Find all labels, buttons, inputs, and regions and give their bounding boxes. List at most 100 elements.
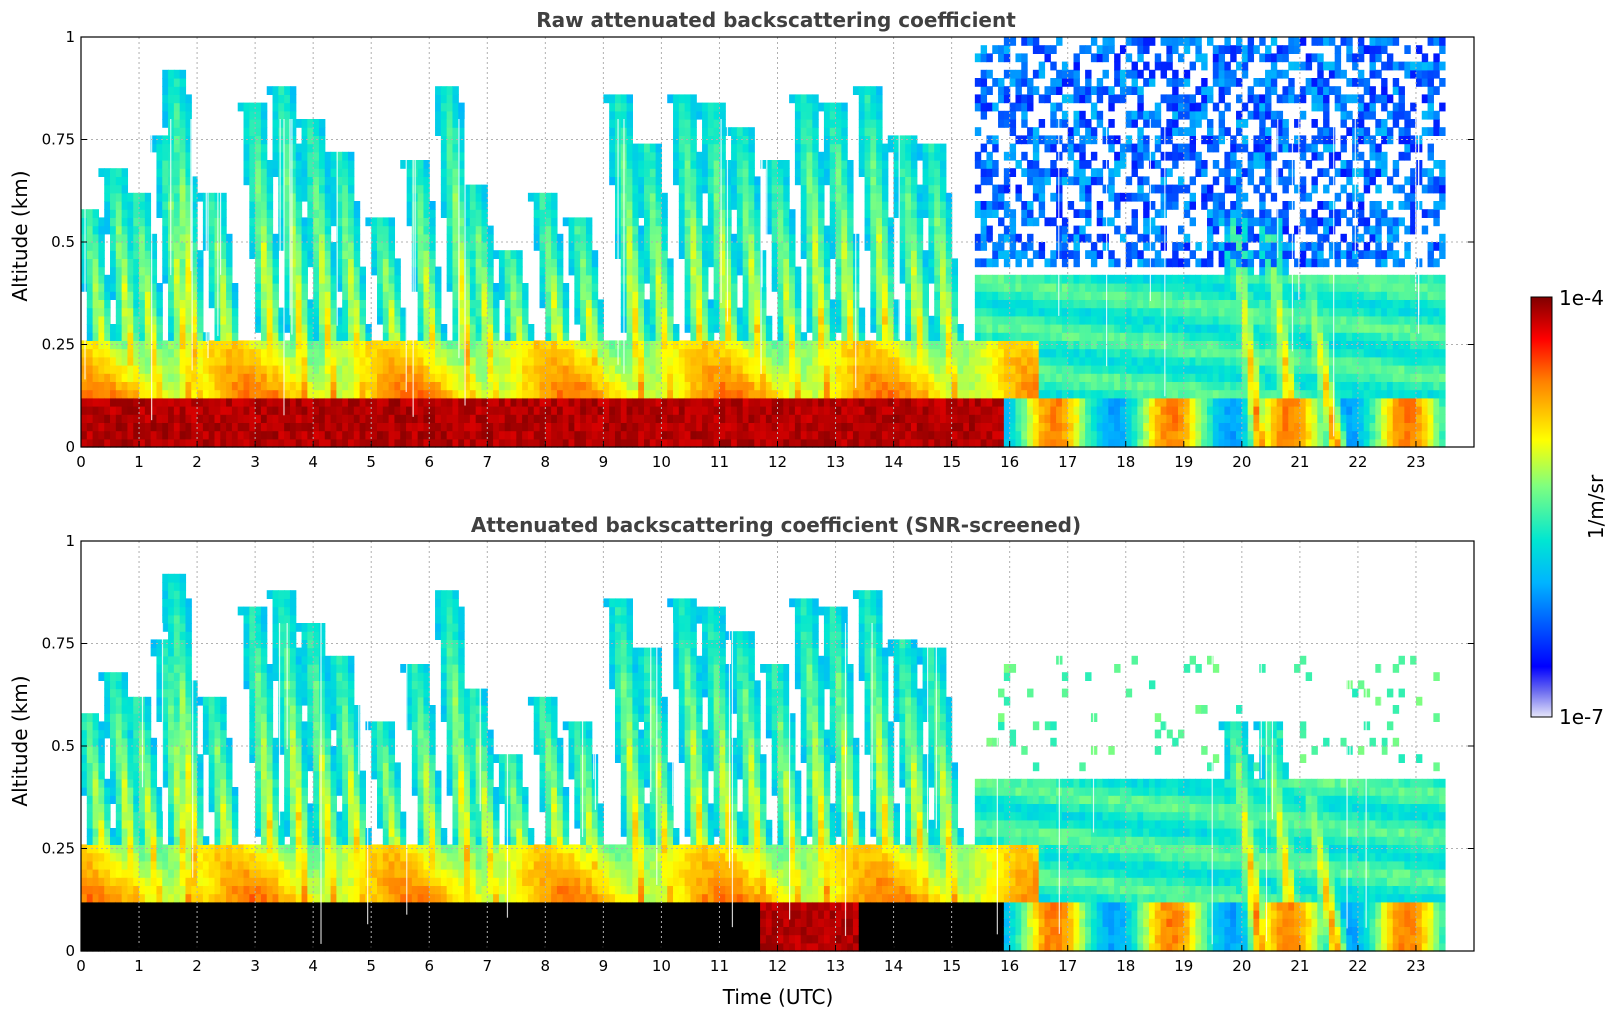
heatmap-cell [731, 266, 738, 276]
heatmap-cell [202, 356, 210, 366]
heatmap-cell [162, 438, 169, 448]
heatmap-cell [446, 176, 454, 186]
heatmap-cell [893, 209, 900, 218]
heatmap-cell [162, 422, 169, 432]
heatmap-cell [156, 299, 163, 309]
heatmap-cell [632, 430, 639, 440]
heatmap-cell [185, 160, 192, 169]
heatmap-cell [104, 176, 111, 186]
heatmap-cell [690, 340, 697, 350]
heatmap-cell [179, 397, 187, 407]
heatmap-cell [110, 209, 117, 218]
heatmap-cell [173, 176, 181, 186]
heatmap-cell [394, 283, 401, 292]
heatmap-cell [400, 438, 407, 448]
heatmap-cell [783, 299, 790, 309]
heatmap-cell [696, 110, 703, 120]
heatmap-cell [162, 406, 169, 415]
heatmap-cell [980, 176, 988, 186]
heatmap-cell [951, 389, 959, 399]
heatmap-cell [504, 315, 512, 325]
heatmap-cell [835, 266, 842, 276]
heatmap-cell [707, 258, 715, 268]
heatmap-cell [609, 348, 616, 358]
heatmap-cell [121, 356, 129, 366]
heatmap-cell [324, 356, 332, 366]
heatmap-cell [377, 422, 384, 432]
heatmap-cell [614, 389, 622, 399]
heatmap-cell [168, 69, 175, 79]
heatmap-cell [690, 225, 697, 235]
heatmap-cell [777, 299, 784, 309]
heatmap-cell [330, 184, 337, 194]
heatmap-cell [928, 143, 935, 153]
heatmap-cell [162, 258, 169, 268]
heatmap-cell [556, 422, 564, 432]
heatmap-cell [347, 242, 355, 251]
heatmap-cell [516, 414, 523, 423]
heatmap-cell [678, 192, 686, 202]
heatmap-cell [597, 373, 604, 382]
heatmap-cell [336, 250, 343, 259]
heatmap-cell [823, 283, 831, 292]
heatmap-cell [818, 225, 825, 235]
heatmap-cell [661, 307, 668, 317]
heatmap-cell [284, 225, 291, 235]
heatmap-cell [510, 414, 517, 423]
heatmap-cell [284, 307, 291, 317]
heatmap-cell [742, 389, 750, 399]
heatmap-cell [760, 422, 767, 432]
heatmap-cell [144, 332, 152, 341]
heatmap-cell [284, 86, 291, 95]
heatmap-cell [841, 406, 848, 415]
heatmap-cell [86, 430, 94, 440]
heatmap-cell [818, 299, 825, 309]
heatmap-cell [806, 225, 813, 235]
heatmap-cell [446, 86, 454, 95]
heatmap-cell [272, 389, 279, 399]
heatmap-cell [794, 266, 802, 276]
heatmap-cell [301, 389, 308, 399]
heatmap-cell [202, 430, 210, 440]
heatmap-cell [905, 406, 912, 415]
heatmap-cell [417, 389, 425, 399]
heatmap-cell [301, 274, 308, 284]
heatmap-cell [260, 283, 268, 292]
heatmap-cell [794, 176, 802, 186]
heatmap-cell [394, 438, 401, 448]
heatmap-cell [144, 233, 152, 243]
heatmap-cell [684, 283, 692, 292]
heatmap-cell [266, 283, 274, 292]
heatmap-cell [121, 365, 129, 374]
heatmap-cell [388, 299, 396, 309]
heatmap-cell [162, 94, 169, 104]
heatmap-cell [841, 102, 848, 112]
heatmap-cell [388, 274, 396, 284]
heatmap-cell [452, 348, 459, 358]
heatmap-cell [289, 373, 297, 382]
heatmap-cell [928, 151, 935, 161]
heatmap-cell [318, 438, 326, 448]
heatmap-cell [771, 438, 779, 448]
heatmap-cell [127, 307, 134, 317]
heatmap-cell [702, 110, 709, 120]
heatmap-cell [551, 414, 558, 423]
heatmap-cell [330, 356, 337, 366]
heatmap-cell [678, 406, 686, 415]
heatmap-cell [487, 307, 494, 317]
heatmap-cell [243, 127, 250, 136]
heatmap-cell [603, 422, 610, 432]
heatmap-cell [475, 209, 483, 218]
heatmap-cell [748, 381, 755, 391]
heatmap-cell [272, 438, 279, 448]
heatmap-cell [702, 438, 709, 448]
heatmap-cell [394, 324, 401, 333]
heatmap-cell [678, 209, 686, 218]
heatmap-cell [986, 258, 993, 268]
heatmap-cell [562, 397, 570, 407]
heatmap-cell [249, 217, 256, 227]
heatmap-cell [493, 397, 500, 407]
heatmap-cell [876, 192, 883, 202]
heatmap-cell [406, 422, 413, 432]
heatmap-cell [620, 102, 628, 112]
